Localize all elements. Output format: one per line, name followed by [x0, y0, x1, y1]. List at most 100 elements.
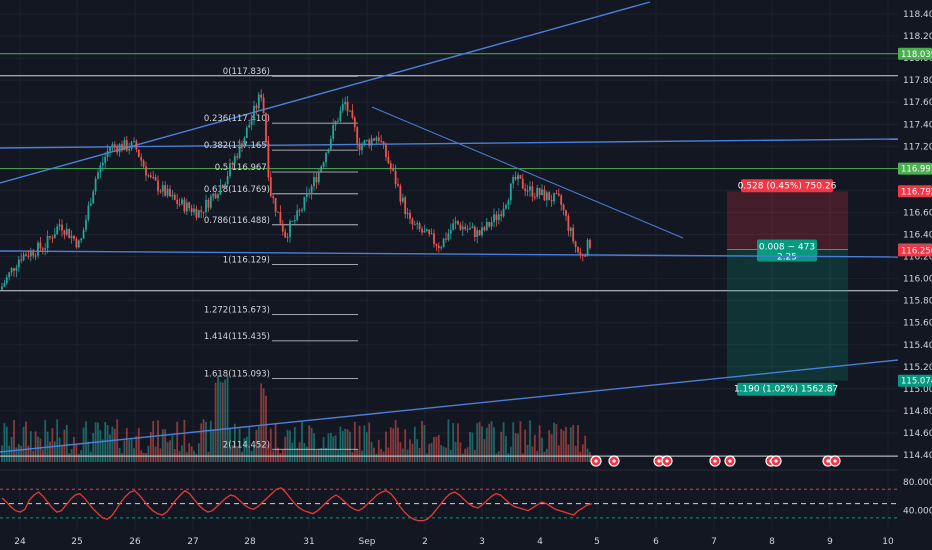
volume-bar [77, 453, 80, 462]
volume-bar [169, 440, 171, 462]
candle-body [142, 160, 145, 167]
candle-body [469, 228, 471, 230]
candle-body [89, 203, 92, 206]
candle-body [313, 177, 315, 187]
price-tick-label: 116.600 [903, 208, 932, 218]
price-tag [898, 374, 932, 387]
volume-bar [454, 441, 457, 462]
volume-bar [183, 419, 186, 462]
candle-body [485, 221, 488, 231]
candle-body [478, 230, 481, 236]
volume-bar [82, 427, 85, 462]
candle-body [171, 194, 174, 197]
price-tag-label: 115.074 [901, 377, 932, 387]
candle-body [190, 208, 193, 213]
candle-body [111, 144, 114, 148]
candle-body [514, 177, 517, 180]
candle-body [524, 188, 527, 192]
time-tick-label: 24 [14, 537, 26, 547]
oscillator-line [1, 487, 593, 522]
volume-bar [34, 431, 37, 462]
candle-body [68, 228, 71, 239]
event-marker-dot [826, 459, 830, 463]
candle-body [255, 105, 258, 109]
candle-body [17, 259, 20, 268]
candle-body [440, 247, 443, 249]
time-axis[interactable]: 24 25 26 27 28 31 Sep 2 3 4 5 6 7 8 9 10 [14, 537, 894, 547]
fib-level-label: 0(117.836) [223, 67, 270, 77]
candle-body [140, 156, 143, 161]
candle-body [572, 227, 575, 242]
volume-bar [349, 431, 351, 462]
candle-body [356, 127, 359, 144]
volume-bar [200, 423, 203, 462]
candle-body [260, 94, 263, 98]
candle-body [185, 202, 188, 212]
price-tick-label: 115.000 [903, 385, 932, 395]
event-marker-dot [612, 459, 616, 463]
candle-body [569, 227, 572, 231]
volume-bar [44, 420, 47, 462]
fib-level-label: 0.618(116.769) [204, 185, 270, 195]
volume-bar [478, 421, 481, 462]
candle-body [145, 166, 147, 176]
candle-body [106, 150, 109, 157]
candle-body [63, 230, 66, 235]
volume-bar [387, 447, 390, 462]
volume-bar [233, 423, 236, 462]
volume-bar [277, 447, 279, 462]
volume-bar [89, 451, 92, 462]
candle-body [284, 231, 287, 238]
candle-body [322, 162, 325, 167]
candle-body [337, 120, 339, 122]
event-markers[interactable] [590, 455, 841, 467]
candle-body [517, 175, 519, 180]
candle-body [46, 236, 49, 249]
candle-body [526, 190, 529, 192]
volume-bar [293, 427, 296, 462]
volume-bar [289, 430, 291, 462]
candle-body [327, 149, 330, 153]
volume-bar [423, 424, 426, 462]
volume-bar [238, 428, 241, 462]
volume-bar [541, 437, 543, 462]
candle-body [123, 140, 126, 151]
candle-body [243, 137, 246, 148]
volume-bar [339, 426, 342, 462]
volume-bar [3, 423, 6, 462]
time-tick-label: Sep [359, 537, 376, 547]
candle-body [221, 185, 224, 188]
volume-bar [118, 448, 121, 462]
volume-bar [61, 444, 63, 462]
fibonacci-retracement[interactable]: 0(117.836) 0.236(117.410) 0.382(117.165) 0.… [204, 67, 358, 450]
price-axis[interactable]: 118.400118.200118.000117.800117.600117.4… [903, 10, 932, 461]
candle-body [577, 246, 579, 253]
candle-body [125, 140, 128, 151]
candle-body [447, 233, 450, 240]
volume-bar [560, 429, 563, 462]
candle-body [584, 255, 587, 257]
candle-body [579, 252, 582, 255]
volume-bar [380, 448, 383, 462]
stop-label-box [737, 382, 835, 396]
target-label-box [741, 179, 833, 193]
candle-body [461, 226, 464, 230]
volume-bar [224, 379, 227, 462]
candle-body [272, 196, 275, 199]
candle-body [152, 177, 155, 179]
candle-body [214, 193, 217, 199]
volume-bar [301, 421, 303, 462]
volume-bar [320, 448, 323, 462]
time-tick-label: 3 [479, 537, 485, 547]
candle-body [464, 226, 467, 230]
candle-body [137, 149, 140, 157]
time-tick-label: 2 [422, 537, 428, 547]
candle-body [22, 254, 25, 261]
candle-body [44, 248, 47, 250]
volume-bar [154, 446, 157, 462]
candle-body [157, 180, 159, 192]
candle-body [339, 110, 342, 121]
candle-body [219, 185, 222, 195]
